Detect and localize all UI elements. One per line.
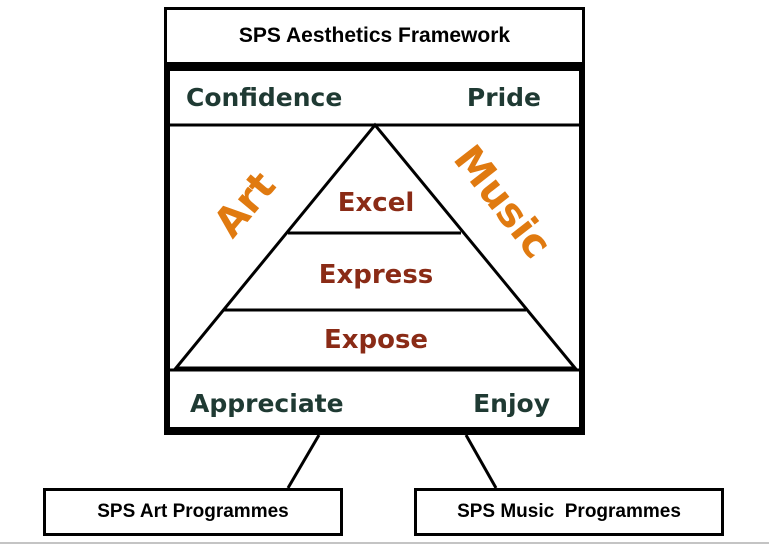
- label-pride: Pride: [467, 83, 541, 112]
- art-programmes-box: SPS Art Programmes: [43, 488, 343, 536]
- label-confidence: Confidence: [186, 83, 342, 112]
- framework-title: SPS Aesthetics Framework: [238, 24, 511, 47]
- side-label-art: Art: [205, 163, 285, 246]
- art-programmes-label: SPS Art Programmes: [97, 501, 289, 522]
- tier-express: Express: [319, 260, 434, 290]
- tier-excel: Excel: [338, 188, 415, 218]
- art-connector-line: [286, 434, 321, 489]
- label-enjoy: Enjoy: [473, 389, 550, 418]
- music-programmes-label: SPS Music Programmes: [457, 501, 681, 522]
- music-programmes-box: SPS Music Programmes: [414, 488, 724, 536]
- tier-expose: Expose: [324, 325, 428, 355]
- label-appreciate: Appreciate: [190, 389, 344, 418]
- framework-title-box: SPS Aesthetics Framework: [164, 7, 585, 65]
- side-label-music: Music: [444, 137, 560, 267]
- pyramid-outline: [172, 122, 579, 370]
- music-connector-line: [464, 434, 498, 489]
